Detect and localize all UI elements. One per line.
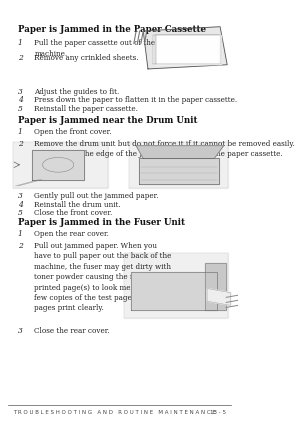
Text: Remove any crinkled sheets.: Remove any crinkled sheets. <box>34 54 139 62</box>
Text: Remove the drum unit but do not force it if it cannot be removed easily.
Instead: Remove the drum unit but do not force it… <box>34 140 295 158</box>
Text: Adjust the guides to fit.: Adjust the guides to fit. <box>34 88 120 96</box>
Polygon shape <box>143 27 227 69</box>
Polygon shape <box>129 142 228 188</box>
Text: Paper is Jammed in the Paper Cassette: Paper is Jammed in the Paper Cassette <box>18 25 206 34</box>
Text: 4: 4 <box>18 201 23 209</box>
Text: Gently pull out the jammed paper.: Gently pull out the jammed paper. <box>34 192 159 200</box>
Text: Reinstall the paper cassette.: Reinstall the paper cassette. <box>34 105 138 113</box>
Text: 5: 5 <box>18 209 23 217</box>
Polygon shape <box>205 263 226 309</box>
Text: Paper is Jammed in the Fuser Unit: Paper is Jammed in the Fuser Unit <box>18 218 185 227</box>
Polygon shape <box>207 289 231 306</box>
Text: Open the front cover.: Open the front cover. <box>34 128 112 136</box>
Polygon shape <box>131 272 217 309</box>
Polygon shape <box>136 146 224 159</box>
Text: 2: 2 <box>18 54 23 62</box>
Text: 4: 4 <box>18 96 23 105</box>
Polygon shape <box>157 35 221 64</box>
Text: Close the rear cover.: Close the rear cover. <box>34 327 110 335</box>
Text: Paper is Jammed near the Drum Unit: Paper is Jammed near the Drum Unit <box>18 116 197 125</box>
Polygon shape <box>124 252 228 318</box>
Text: 1: 1 <box>18 230 23 238</box>
Text: 2: 2 <box>18 140 23 148</box>
Text: 3: 3 <box>18 327 23 335</box>
Polygon shape <box>139 159 219 184</box>
Text: 1: 1 <box>18 128 23 136</box>
Text: 2: 2 <box>18 242 23 250</box>
Text: Open the rear cover.: Open the rear cover. <box>34 230 110 238</box>
Text: Pull out jammed paper. When you
have to pull paper out the back of the
machine, : Pull out jammed paper. When you have to … <box>34 242 172 312</box>
Text: T R O U B L E S H O O T I N G   A N D   R O U T I N E   M A I N T E N A N C E: T R O U B L E S H O O T I N G A N D R O … <box>13 410 216 415</box>
Polygon shape <box>154 35 220 64</box>
Text: 5: 5 <box>18 105 23 113</box>
Text: Pull the paper cassette out of the
machine.: Pull the paper cassette out of the machi… <box>34 40 156 58</box>
Text: 1: 1 <box>18 40 23 48</box>
Text: Close the front cover.: Close the front cover. <box>34 209 113 217</box>
Text: Press down the paper to flatten it in the paper cassette.: Press down the paper to flatten it in th… <box>34 96 238 105</box>
Text: Reinstall the drum unit.: Reinstall the drum unit. <box>34 201 121 209</box>
Polygon shape <box>13 142 108 188</box>
Polygon shape <box>153 35 218 64</box>
Text: 3: 3 <box>18 192 23 200</box>
Text: 13 - 5: 13 - 5 <box>210 410 226 415</box>
Text: 3: 3 <box>18 88 23 96</box>
Polygon shape <box>32 150 84 180</box>
